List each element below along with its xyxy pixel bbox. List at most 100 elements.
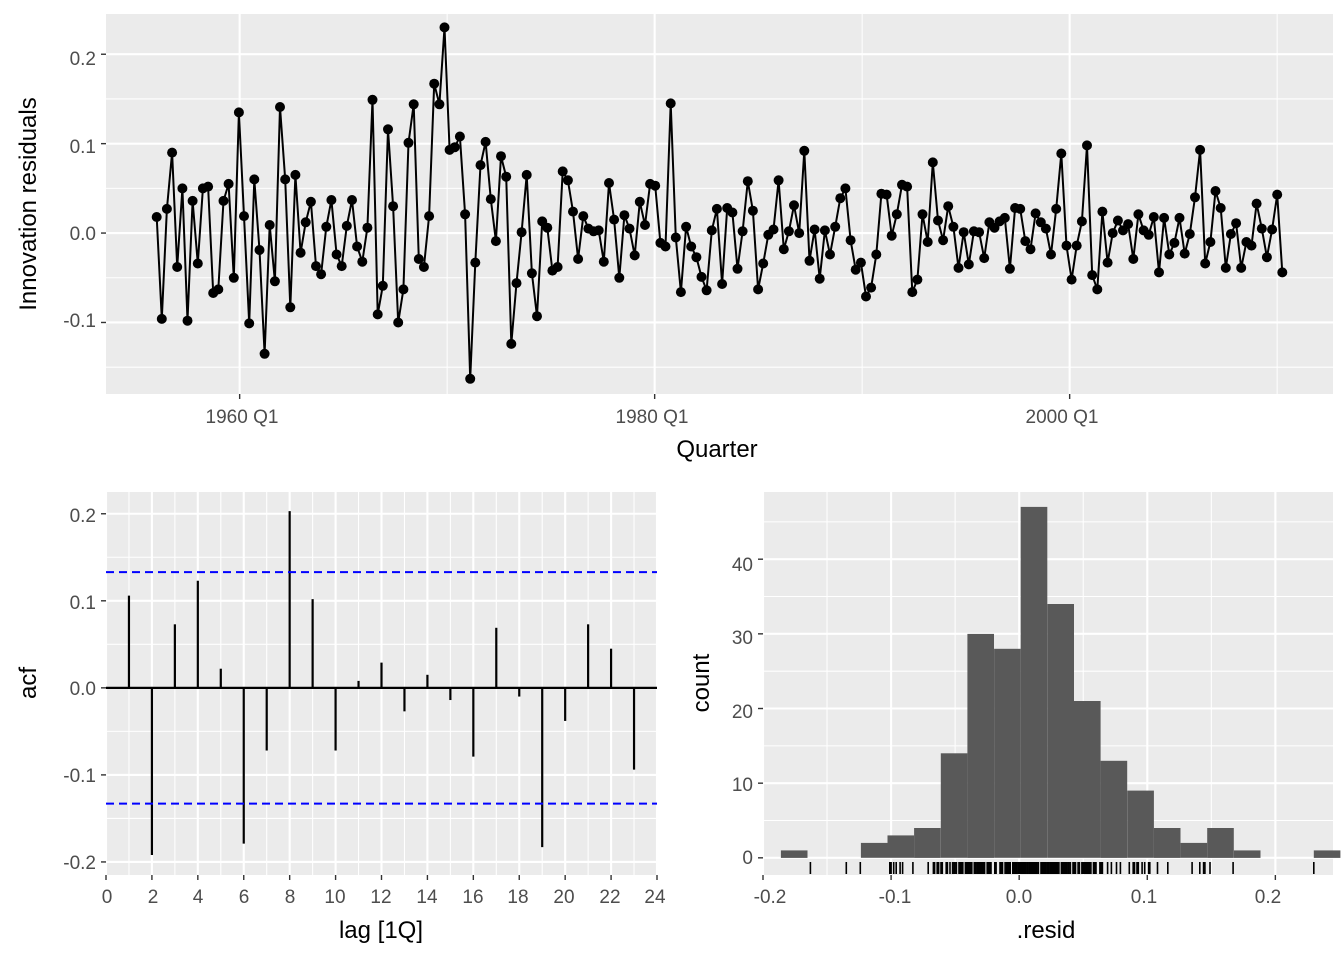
residuals-ticks [101, 53, 1071, 399]
residual-point [1215, 203, 1226, 213]
residual-point [167, 147, 178, 158]
residual-point [953, 262, 964, 273]
histogram-x-axis-title: .resid [1017, 917, 1076, 944]
residual-point [439, 22, 450, 33]
residual-point [1261, 252, 1272, 263]
histogram-y-tick-label: 10 [732, 775, 753, 796]
residual-point [1179, 248, 1190, 259]
histogram-x-tick-label: 0.2 [1255, 887, 1281, 908]
residual-point [1154, 267, 1164, 278]
residual-point [1231, 218, 1242, 229]
residual-point [660, 241, 671, 252]
histogram-bars [780, 506, 1341, 858]
residual-point [470, 257, 481, 268]
residual-point [295, 247, 306, 258]
residual-point [562, 175, 573, 186]
histogram-bar [1313, 850, 1341, 858]
residual-point [593, 225, 604, 236]
residual-point [1195, 144, 1206, 155]
acf-x-tick-label: 20 [553, 887, 574, 908]
residual-point [269, 276, 280, 287]
residual-point [974, 227, 985, 238]
residual-point [1225, 229, 1236, 239]
acf-x-tick-label: 4 [193, 887, 204, 908]
residual-point [259, 348, 270, 359]
residual-point [1102, 257, 1113, 268]
residual-point [825, 249, 835, 260]
residual-point [794, 228, 805, 239]
histogram-x-tick-label: 0.0 [1006, 887, 1032, 908]
residual-point [1123, 219, 1134, 230]
residuals-x-tick-label: 2000 Q1 [1026, 407, 1099, 428]
histogram-y-tick-label: 40 [732, 555, 753, 576]
residual-point [1051, 203, 1062, 214]
residual-point [511, 278, 522, 289]
residual-point [156, 313, 167, 324]
residual-point [177, 183, 188, 194]
residual-point [1092, 284, 1103, 295]
residual-point [691, 252, 702, 263]
residual-point [783, 226, 794, 237]
residual-point [300, 217, 311, 228]
residual-point [1061, 240, 1072, 251]
residual-point [239, 211, 249, 222]
residual-point [285, 302, 296, 313]
residual-point [367, 94, 378, 105]
residual-point [321, 221, 332, 232]
residual-point [866, 282, 877, 293]
acf-x-tick-label: 12 [370, 887, 391, 908]
acf-x-tick-label: 6 [239, 887, 250, 908]
residual-point [213, 284, 224, 295]
histogram-bar [1233, 850, 1261, 858]
residual-point [398, 284, 409, 295]
residual-point [917, 209, 928, 220]
residual-point [151, 212, 162, 222]
acf-y-tick-label: -0.2 [63, 853, 96, 874]
residual-point [912, 274, 923, 285]
residual-point [999, 212, 1010, 223]
residual-point [1046, 249, 1056, 260]
residual-point [753, 284, 764, 295]
acf-y-tick-label: -0.1 [63, 766, 96, 787]
residual-point [1159, 212, 1170, 223]
histogram-rug [809, 862, 1315, 874]
residual-point [336, 261, 347, 272]
residual-point [316, 269, 327, 280]
acf-x-tick-label: 8 [285, 887, 296, 908]
residual-point [393, 317, 404, 328]
residual-point [1210, 186, 1221, 196]
acf-bars [106, 511, 657, 855]
histogram-bar [860, 842, 888, 858]
residual-point [383, 124, 393, 135]
residual-point [203, 181, 214, 192]
acf-y-tick-label: 0.0 [70, 679, 96, 700]
residual-point [408, 99, 419, 110]
residual-point [1004, 263, 1015, 274]
residual-point [927, 157, 938, 168]
residual-point [1277, 267, 1288, 278]
residual-point [1097, 206, 1108, 217]
residual-point [218, 195, 229, 206]
residual-point [907, 287, 918, 298]
residual-point [460, 209, 471, 220]
residual-point [830, 221, 841, 232]
residual-point [681, 221, 692, 232]
histogram-x-tick-label: -0.1 [879, 887, 912, 908]
residual-point [675, 287, 686, 298]
residual-point [526, 268, 537, 279]
residual-point [223, 178, 234, 189]
residual-point [485, 194, 496, 205]
residual-point [938, 235, 949, 246]
residual-point [814, 273, 825, 284]
residual-point [696, 271, 707, 282]
acf-x-tick-label: 14 [416, 887, 438, 908]
residual-point [403, 137, 414, 148]
residual-point [573, 254, 584, 264]
acf-x-tick-label: 18 [507, 887, 528, 908]
residual-point [619, 210, 630, 221]
histogram-bar [914, 828, 941, 858]
residual-point [902, 181, 913, 192]
residual-point [789, 200, 799, 211]
residuals-line [155, 27, 1284, 379]
residual-point [1025, 244, 1036, 255]
